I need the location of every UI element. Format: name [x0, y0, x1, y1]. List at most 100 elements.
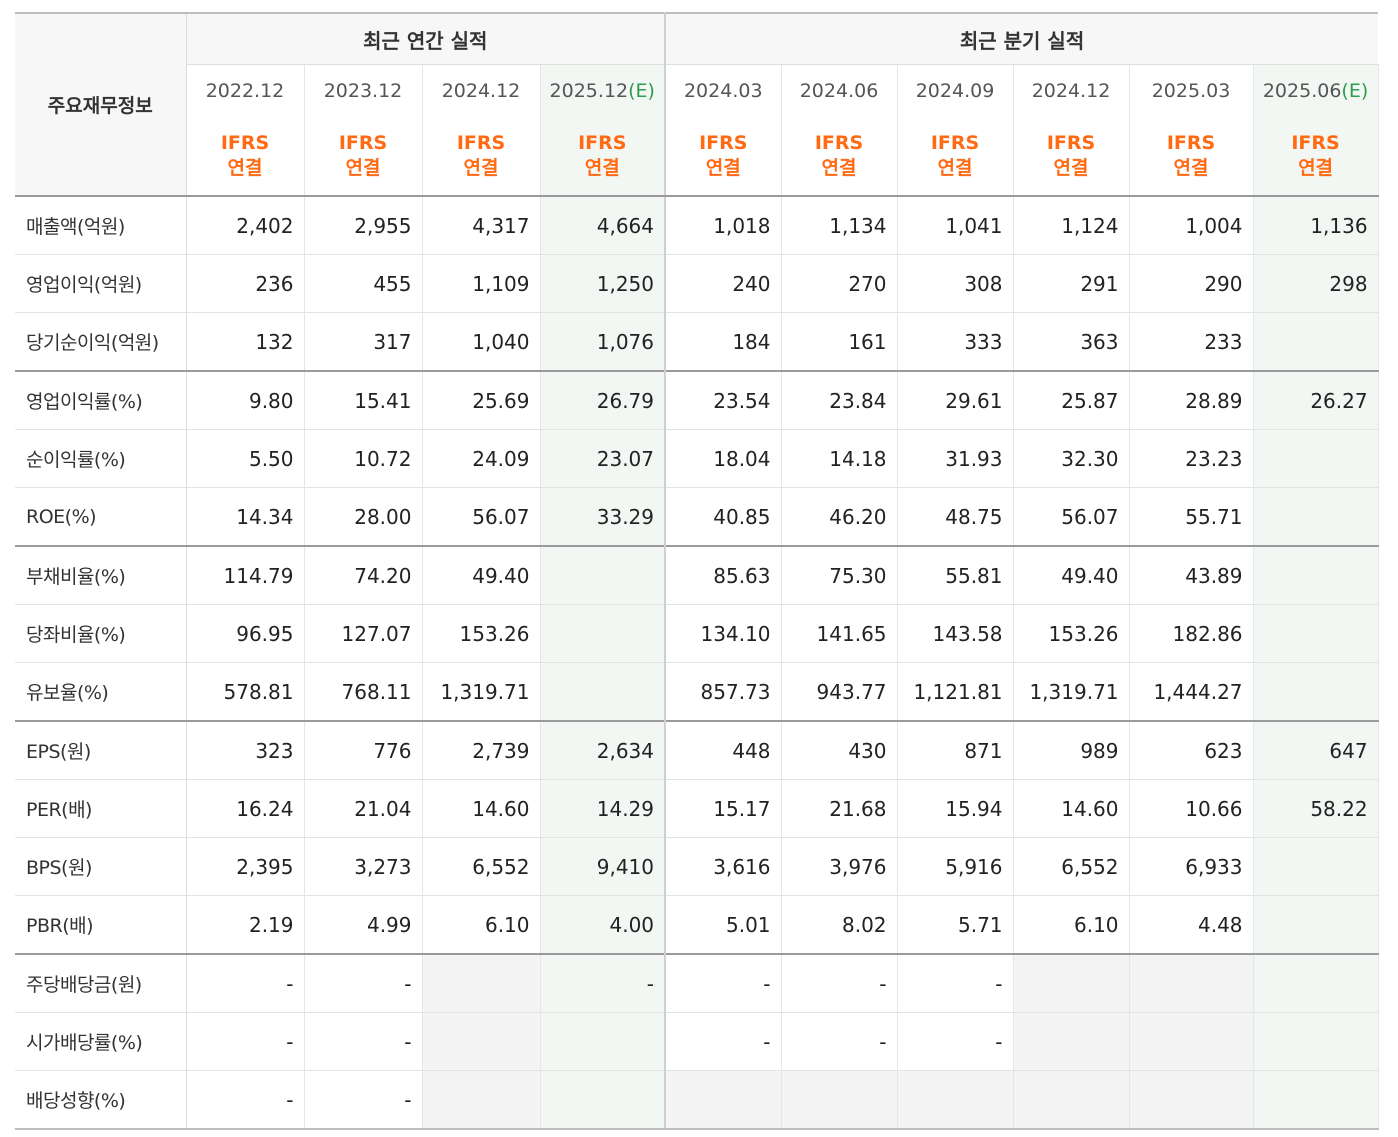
table-cell: 430 — [781, 720, 898, 780]
table-cell: 96.95 — [186, 604, 305, 663]
table-cell: - — [665, 953, 782, 1013]
row-label: 유보율(%) — [15, 662, 187, 722]
table-cell: 141.65 — [781, 604, 898, 663]
table-cell: 14.60 — [422, 779, 541, 838]
table-row: 순이익률(%) 5.50 10.72 24.09 23.07 18.04 14.18 31.9… — [15, 429, 1379, 488]
table-cell: 1,040 — [422, 312, 541, 372]
table-cell: 2,955 — [304, 195, 423, 255]
table-cell: 4.48 — [1129, 895, 1254, 955]
table-row: 시가배당률(%) - - - - - — [15, 1012, 1379, 1071]
table-cell: 23.07 — [540, 429, 667, 488]
table-cell: 143.58 — [897, 604, 1014, 663]
table-cell — [1253, 662, 1379, 722]
consolidated-label: 연결 — [1173, 156, 1209, 179]
table-cell: 49.40 — [1013, 545, 1130, 605]
table-cell: 28.89 — [1129, 370, 1254, 430]
table-cell: 857.73 — [665, 662, 782, 722]
table-row: 매출액(억원) 2,402 2,955 4,317 4,664 1,018 1,134 1,0… — [15, 195, 1379, 255]
period-header-0: 2022.12 — [186, 64, 305, 116]
table-cell — [1253, 429, 1379, 488]
row-label: 영업이익률(%) — [15, 370, 187, 430]
table-cell: 290 — [1129, 254, 1254, 313]
ifrs-label: IFRS — [220, 131, 270, 154]
table-cell: 455 — [304, 254, 423, 313]
table-cell: 49.40 — [422, 545, 541, 605]
table-cell: 240 — [665, 254, 782, 313]
table-cell: - — [540, 953, 667, 1013]
consolidated-label: 연결 — [937, 156, 973, 179]
table-cell: 132 — [186, 312, 305, 372]
table-cell: 871 — [897, 720, 1014, 780]
table-cell: 1,018 — [665, 195, 782, 255]
table-cell: 623 — [1129, 720, 1254, 780]
table-cell: 114.79 — [186, 545, 305, 605]
row-label: PBR(배) — [15, 895, 187, 955]
consolidated-label: 연결 — [705, 156, 741, 179]
table-cell: 153.26 — [1013, 604, 1130, 663]
row-label: 영업이익(억원) — [15, 254, 187, 313]
table-cell: 4.99 — [304, 895, 423, 955]
table-row: ROE(%) 14.34 28.00 56.07 33.29 40.85 46.20 48.7… — [15, 487, 1379, 547]
table-cell — [781, 1070, 898, 1130]
financial-summary-panel: 주요재무정보 최근 연간 실적 최근 분기 실적 2022.12 2023.12 2… — [15, 12, 1379, 1130]
accounting-basis-1: IFRS 연결 — [304, 116, 423, 197]
table-cell: - — [186, 1012, 305, 1071]
annual-results-header: 최근 연간 실적 — [186, 12, 667, 65]
table-cell — [897, 1070, 1014, 1130]
table-cell: 56.07 — [422, 487, 541, 547]
table-cell: 32.30 — [1013, 429, 1130, 488]
table-cell: 236 — [186, 254, 305, 313]
table-cell: 9.80 — [186, 370, 305, 430]
table-cell: 23.23 — [1129, 429, 1254, 488]
consolidated-label: 연결 — [1298, 156, 1334, 179]
table-cell: - — [304, 953, 423, 1013]
table-cell: 10.66 — [1129, 779, 1254, 838]
table-cell: 16.24 — [186, 779, 305, 838]
period-date: 2025.03 — [1151, 79, 1231, 102]
consolidated-label: 연결 — [821, 156, 857, 179]
period-date: 2025.12 — [549, 79, 629, 102]
table-cell — [422, 1070, 541, 1130]
table-cell: 8.02 — [781, 895, 898, 955]
table-cell: 46.20 — [781, 487, 898, 547]
table-cell: 1,109 — [422, 254, 541, 313]
table-cell: 448 — [665, 720, 782, 780]
accounting-basis-5: IFRS 연결 — [781, 116, 898, 197]
table-cell — [1129, 1012, 1254, 1071]
table-row: 영업이익률(%) 9.80 15.41 25.69 26.79 23.54 23.84 29.… — [15, 370, 1379, 430]
table-cell: 14.29 — [540, 779, 667, 838]
table-cell: - — [897, 1012, 1014, 1071]
row-label: 당기순이익(억원) — [15, 312, 187, 372]
table-cell: 1,319.71 — [1013, 662, 1130, 722]
period-header-8: 2025.03 — [1129, 64, 1254, 116]
table-cell: 3,616 — [665, 837, 782, 896]
consolidated-label: 연결 — [227, 156, 263, 179]
table-cell: 1,124 — [1013, 195, 1130, 255]
accounting-basis-2: IFRS 연결 — [422, 116, 541, 197]
accounting-basis-9: IFRS 연결 — [1253, 116, 1379, 197]
table-cell: 15.17 — [665, 779, 782, 838]
table-cell: 28.00 — [304, 487, 423, 547]
table-cell: 6,552 — [1013, 837, 1130, 896]
table-cell: 6,933 — [1129, 837, 1254, 896]
table-cell: 6.10 — [1013, 895, 1130, 955]
table-cell: 26.27 — [1253, 370, 1379, 430]
table-cell: 4.00 — [540, 895, 667, 955]
period-date: 2024.06 — [799, 79, 879, 102]
table-cell: 25.87 — [1013, 370, 1130, 430]
table-cell: 1,319.71 — [422, 662, 541, 722]
table-cell: 33.29 — [540, 487, 667, 547]
table-cell: 43.89 — [1129, 545, 1254, 605]
row-label: 부채비율(%) — [15, 545, 187, 605]
table-row: 영업이익(억원) 236 455 1,109 1,250 240 270 308 291 290 2… — [15, 254, 1379, 313]
table-cell: 1,136 — [1253, 195, 1379, 255]
row-label: 당좌비율(%) — [15, 604, 187, 663]
table-cell: 161 — [781, 312, 898, 372]
period-date: 2022.12 — [205, 79, 285, 102]
table-row: 주당배당금(원) - - - - - - — [15, 953, 1379, 1013]
table-cell: 5.50 — [186, 429, 305, 488]
table-cell: 153.26 — [422, 604, 541, 663]
ifrs-label: IFRS — [456, 131, 506, 154]
table-cell: 24.09 — [422, 429, 541, 488]
table-row: 배당성향(%) - - — [15, 1070, 1379, 1130]
